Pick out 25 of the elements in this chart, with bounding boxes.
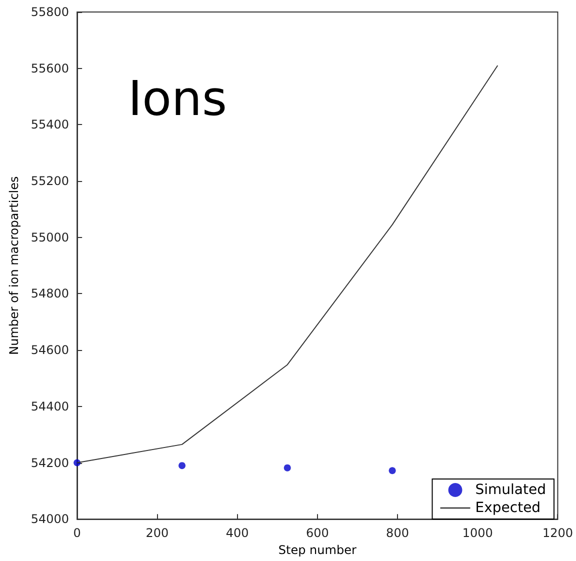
x-tick-label: 1200 xyxy=(542,526,574,540)
y-tick-label: 55800 xyxy=(30,5,70,19)
y-tick-label: 54800 xyxy=(30,286,70,301)
x-tick-label: 800 xyxy=(386,526,409,540)
point xyxy=(178,462,186,470)
y-tick-label: 54600 xyxy=(30,343,70,358)
x-tick-label: 600 xyxy=(306,526,329,540)
point xyxy=(284,464,291,472)
x-axis-title: Step number xyxy=(278,543,356,557)
y-tick-label: 55200 xyxy=(30,174,70,188)
y-tick-label: 55000 xyxy=(30,230,70,244)
y-tick-label: 54200 xyxy=(30,456,70,470)
x-tick-label: 0 xyxy=(73,526,81,540)
legend-label: Expected xyxy=(475,500,541,516)
x-tick-label: 1000 xyxy=(462,526,493,540)
x-tick-label: 200 xyxy=(146,526,169,540)
point xyxy=(388,467,396,474)
y-axis-title: Number of ion macroparticles xyxy=(7,176,21,355)
legend-label: Simulated xyxy=(475,482,546,498)
y-tick-label: 55600 xyxy=(30,61,70,76)
y-tick-label: 54400 xyxy=(30,399,70,414)
x-tick-label: 400 xyxy=(226,526,249,540)
y-tick-label: 55400 xyxy=(30,118,70,132)
annotation: Ions xyxy=(128,71,227,127)
y-tick-label: 54000 xyxy=(30,512,70,526)
